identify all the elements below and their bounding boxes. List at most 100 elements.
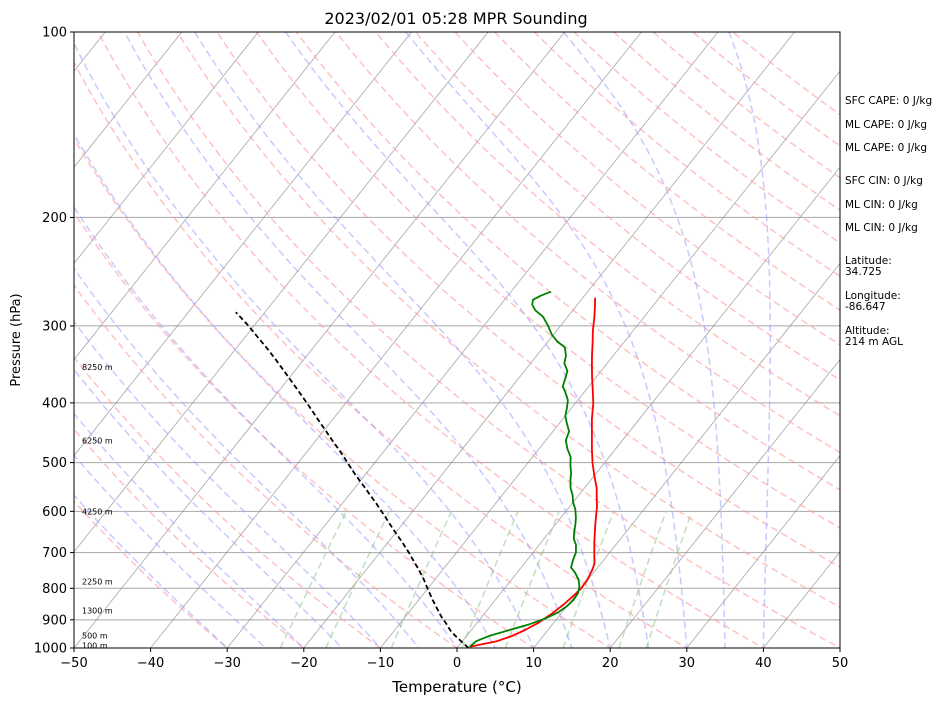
- moist-adiabat: [562, 32, 726, 648]
- x-tick-label: 10: [525, 656, 542, 671]
- moist-adiabat: [405, 32, 688, 648]
- altitude-label: Altitude:: [845, 325, 890, 337]
- background-lines: [74, 32, 840, 648]
- temperature-line: [469, 297, 598, 648]
- height-label: 2250 m: [82, 578, 113, 587]
- sfc-cin-text: SFC CIN: 0 J/kg: [845, 175, 923, 187]
- latitude-label: Latitude:: [845, 255, 892, 267]
- dry-adiabat: [216, 32, 840, 568]
- moist-adiabat: [74, 368, 344, 648]
- isotherm-line: [380, 70, 840, 648]
- dry-adiabat: [74, 137, 612, 648]
- altitude-value: 214 m AGL: [845, 336, 903, 348]
- y-tick-label: 900: [42, 613, 67, 628]
- moist-adiabat: [123, 32, 573, 648]
- height-label: 500 m: [82, 632, 108, 641]
- data-series: [235, 290, 598, 648]
- y-tick-label: 100: [42, 26, 67, 41]
- dry-adiabat: [494, 32, 840, 311]
- mixing-ratio-line: [504, 511, 560, 648]
- stats-panel: SFC CAPE: 0 J/kg ML CAPE: 0 J/kg ML CAPE…: [845, 95, 932, 348]
- moist-adiabat: [284, 32, 650, 648]
- dry-adiabat: [255, 32, 840, 529]
- mixing-ratio-line: [279, 510, 347, 648]
- dry-adiabat: [295, 32, 840, 491]
- mixing-ratio-line: [461, 511, 519, 648]
- dry-adiabat: [74, 428, 306, 648]
- y-tick-label: 700: [42, 546, 67, 561]
- y-tick-label: 1000: [34, 642, 67, 657]
- y-tick-label: 800: [42, 582, 67, 597]
- x-tick-label: −40: [137, 656, 164, 671]
- y-tick-label: 200: [42, 211, 67, 226]
- height-label: 4250 m: [82, 507, 113, 516]
- isotherm-line: [74, 32, 336, 361]
- isotherm-line: [303, 32, 795, 648]
- ml-cape-text-2: ML CAPE: 0 J/kg: [845, 142, 927, 154]
- x-tick-label: 40: [755, 656, 772, 671]
- x-tick-label: 0: [453, 656, 461, 671]
- height-label: 8250 m: [82, 363, 113, 372]
- dry-adiabat: [176, 32, 840, 608]
- moist-adiabat: [74, 205, 458, 648]
- x-tick-label: −30: [213, 656, 240, 671]
- dry-adiabat: [414, 32, 840, 381]
- isotherm-line: [74, 32, 489, 553]
- dry-adiabat: [97, 32, 765, 648]
- ml-cape-text: ML CAPE: 0 J/kg: [845, 119, 927, 131]
- dry-adiabat: [74, 211, 535, 648]
- x-tick-label: −50: [60, 656, 87, 671]
- y-tick-label: 300: [42, 319, 67, 334]
- longitude-value: -86.647: [845, 301, 886, 313]
- mixing-ratio-line: [645, 511, 693, 648]
- x-tick-label: 30: [679, 656, 696, 671]
- dry-adiabat: [375, 32, 840, 417]
- plot-frame: [73, 31, 841, 649]
- x-tick-label: −10: [367, 656, 394, 671]
- height-label: 100 m: [82, 641, 108, 650]
- mixing-ratio-line: [618, 511, 667, 648]
- isotherm-line: [533, 262, 840, 648]
- moist-adiabat: [74, 412, 305, 648]
- isotherm-line: [74, 32, 566, 648]
- moist-adiabat: [194, 32, 611, 648]
- longitude-label: Longitude:: [845, 290, 901, 302]
- dewpoint-line: [469, 290, 581, 648]
- sfc-cape-text: SFC CAPE: 0 J/kg: [845, 95, 932, 107]
- mixing-ratio-line: [325, 510, 390, 648]
- mixing-ratio-line: [562, 511, 615, 648]
- isotherm-line: [74, 32, 259, 265]
- latitude-value: 34.725: [845, 266, 882, 278]
- parcel-path-line: [235, 311, 470, 648]
- x-tick-label: −20: [290, 656, 317, 671]
- isotherm-line: [456, 166, 840, 648]
- moist-adiabat: [74, 267, 420, 648]
- moist-adiabat: [74, 41, 535, 648]
- moist-adiabat: [728, 32, 772, 648]
- ml-cin-text-2: ML CIN: 0 J/kg: [845, 222, 918, 234]
- x-axis-label: Temperature (°C): [391, 678, 521, 696]
- y-tick-label: 600: [42, 505, 67, 520]
- moist-adiabat: [74, 132, 497, 648]
- y-axis-label: Pressure (hPa): [9, 293, 24, 386]
- dry-adiabat: [74, 500, 229, 648]
- ml-cin-text: ML CIN: 0 J/kg: [845, 199, 918, 211]
- y-tick-label: 500: [42, 456, 67, 471]
- mixing-ratio-line: [390, 510, 452, 648]
- moist-adiabat: [74, 320, 382, 648]
- isotherm-line: [226, 32, 719, 648]
- height-label: 6250 m: [82, 436, 113, 445]
- chart-title: 2023/02/01 05:28 MPR Sounding: [324, 9, 587, 28]
- isotherm-line: [686, 455, 840, 648]
- dry-adiabat: [136, 32, 840, 648]
- x-tick-label: 50: [832, 656, 849, 671]
- dry-adiabat: [74, 61, 689, 648]
- y-tick-label: 400: [42, 396, 67, 411]
- isotherm-line: [74, 32, 412, 457]
- dry-adiabat: [335, 32, 840, 454]
- height-label: 1300 m: [82, 607, 113, 616]
- isotherm-line: [609, 358, 840, 648]
